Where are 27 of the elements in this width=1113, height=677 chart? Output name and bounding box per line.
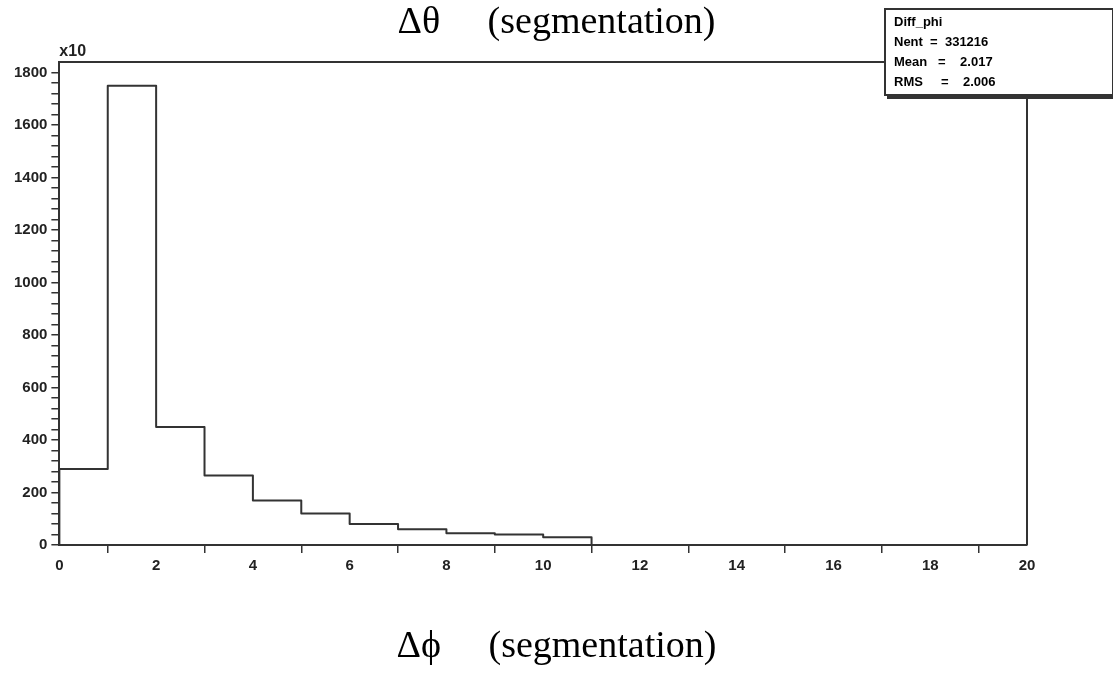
y-tick-label: 600 <box>22 377 48 395</box>
x-tick-label: 6 <box>345 556 354 574</box>
y-tick-label: 800 <box>22 325 48 343</box>
x-tick-label: 8 <box>442 556 451 574</box>
x-tick-label: 4 <box>248 556 258 574</box>
x-tick-label: 10 <box>534 556 552 574</box>
x-tick-label: 2 <box>151 556 161 574</box>
x-tick-label: 0 <box>55 556 64 574</box>
y-tick-label: 1200 <box>13 220 48 238</box>
y-tick-label: 1800 <box>13 62 48 80</box>
annotation: RMS = 2.006 <box>894 73 997 91</box>
x-tick-label: 18 <box>921 556 939 574</box>
stats-box: Diff_phi Nent = 331216 Mean = 2.017 RMS = 2.006 <box>884 8 1113 96</box>
text: x10 <box>59 42 87 60</box>
y-tick-label: 200 <box>22 482 48 500</box>
y-tick-label: 400 <box>22 430 48 448</box>
x-axis-title: Δϕ (segmentation) <box>395 622 718 666</box>
x-tick-label: 14 <box>728 556 746 574</box>
chart-title: Δθ (segmentation) <box>397 0 716 41</box>
y-tick-label: 1400 <box>13 167 48 185</box>
y-tick-label: 1000 <box>13 272 48 290</box>
y-tick-label: 0 <box>39 535 48 553</box>
x-tick-label: 16 <box>825 556 842 574</box>
x-tick-label: 12 <box>631 556 649 574</box>
y-tick-label: 1600 <box>13 115 48 133</box>
annotation: Mean = 2.017 <box>894 53 994 71</box>
x-tick-label: 20 <box>1018 556 1036 574</box>
